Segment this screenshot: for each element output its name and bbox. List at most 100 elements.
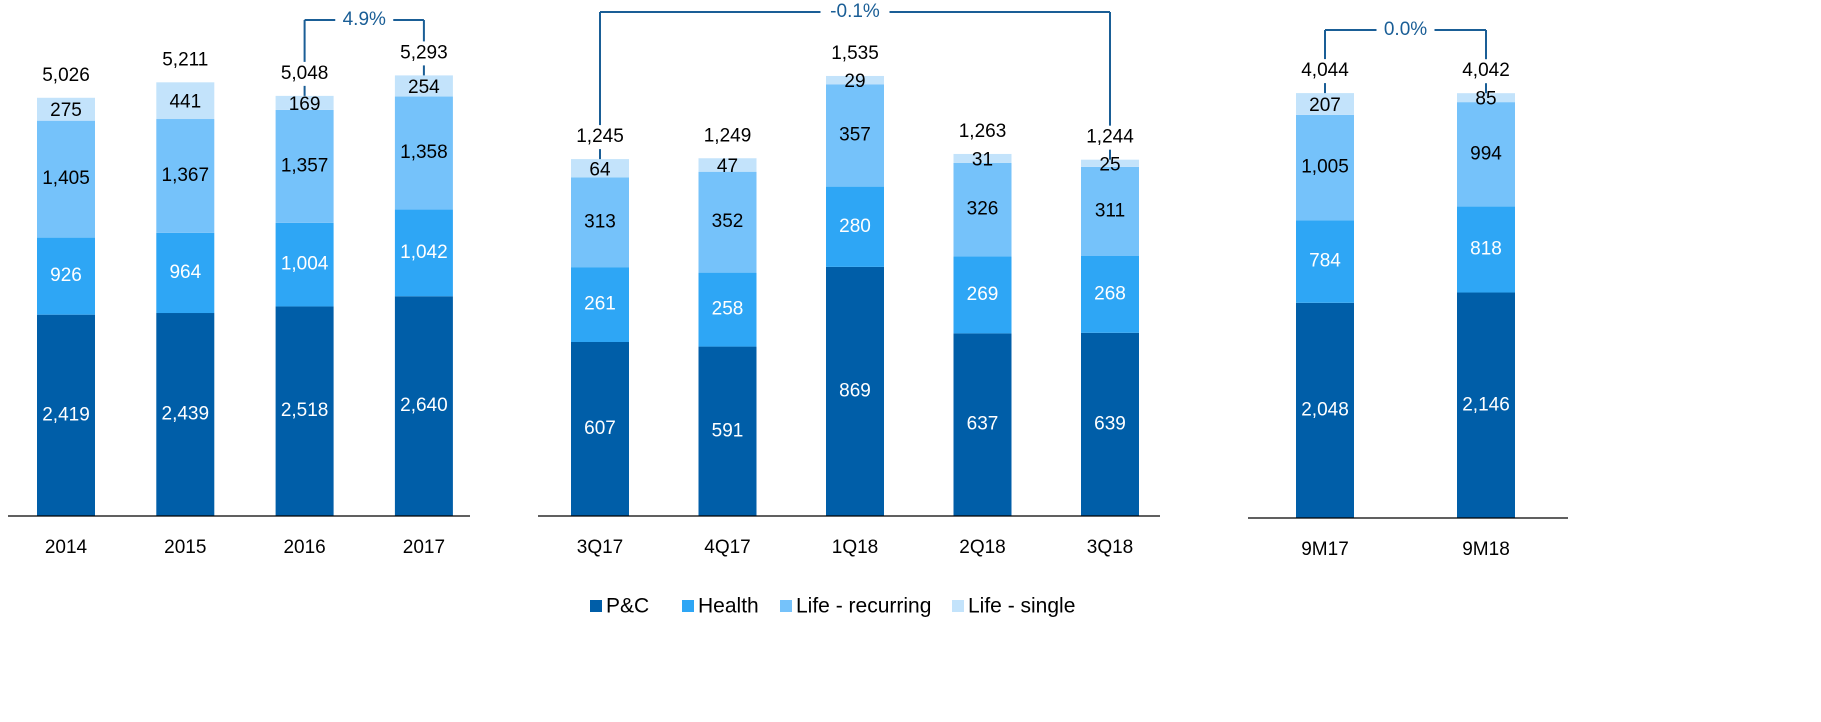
bar-segment bbox=[394, 296, 453, 516]
bar-segment bbox=[1081, 332, 1139, 516]
segment-label: 1,004 bbox=[281, 254, 329, 275]
x-tick-label: 4Q17 bbox=[704, 537, 750, 558]
x-tick-label: 2017 bbox=[403, 537, 445, 558]
bar-segment bbox=[953, 162, 1012, 257]
segment-label: 31 bbox=[972, 149, 993, 170]
segment-label: 637 bbox=[967, 414, 999, 435]
x-tick-label: 1Q18 bbox=[832, 537, 878, 558]
segment-label: 2,439 bbox=[162, 404, 210, 425]
bar-segment bbox=[698, 158, 757, 172]
total-label: 1,244 bbox=[1086, 127, 1134, 148]
growth-annotation: 4.9% bbox=[343, 9, 386, 30]
bar-segment bbox=[1081, 166, 1139, 256]
bar-segment bbox=[953, 153, 1012, 163]
segment-label: 994 bbox=[1470, 143, 1502, 164]
segment-label: 85 bbox=[1475, 89, 1496, 110]
bar-segment bbox=[37, 120, 95, 238]
total-label: 5,293 bbox=[400, 42, 448, 63]
segment-label: 964 bbox=[169, 262, 201, 283]
bar-segment bbox=[1457, 102, 1515, 207]
segment-label: 261 bbox=[584, 294, 616, 315]
bar-segment bbox=[826, 75, 884, 85]
bar-segment bbox=[156, 232, 215, 314]
total-label: 1,249 bbox=[704, 125, 752, 146]
segment-label: 2,640 bbox=[400, 395, 448, 416]
segment-label: 1,405 bbox=[42, 168, 90, 189]
bar-segment bbox=[826, 186, 884, 267]
bar-segment bbox=[156, 313, 215, 516]
segment-label: 207 bbox=[1309, 95, 1341, 116]
bar-segment bbox=[37, 97, 95, 121]
segment-label: 280 bbox=[839, 216, 871, 237]
x-tick-label: 3Q18 bbox=[1087, 537, 1133, 558]
segment-label: 352 bbox=[712, 211, 744, 232]
legend-swatch bbox=[780, 600, 792, 612]
bar-segment bbox=[698, 272, 757, 347]
x-tick-label: 9M17 bbox=[1301, 539, 1349, 560]
legend-swatch bbox=[590, 600, 602, 612]
segment-label: 268 bbox=[1094, 283, 1126, 304]
segment-label: 275 bbox=[50, 100, 82, 121]
bar-segment bbox=[571, 159, 629, 178]
bar-segment bbox=[698, 346, 757, 516]
bar-segment bbox=[394, 209, 453, 297]
segment-label: 926 bbox=[50, 265, 82, 286]
bar-segment bbox=[826, 84, 884, 187]
legend-label: P&C bbox=[606, 595, 649, 618]
bar-segment bbox=[37, 314, 95, 516]
segment-label: 169 bbox=[289, 94, 321, 115]
bar-segment bbox=[953, 256, 1012, 334]
bar-segment bbox=[275, 306, 334, 516]
bar-segment bbox=[1457, 93, 1515, 103]
total-label: 5,026 bbox=[42, 65, 90, 86]
bar-segment bbox=[37, 237, 95, 315]
segment-label: 29 bbox=[844, 71, 865, 92]
total-label: 1,263 bbox=[959, 121, 1007, 142]
segment-label: 254 bbox=[408, 77, 440, 98]
bar-segment bbox=[1296, 114, 1354, 221]
segment-label: 1,358 bbox=[400, 142, 448, 163]
bar-segment bbox=[275, 95, 334, 110]
segment-label: 47 bbox=[717, 156, 738, 177]
bar-segment bbox=[826, 266, 884, 516]
bar-segment bbox=[1457, 206, 1515, 293]
bar-segment bbox=[1081, 255, 1139, 333]
total-label: 5,211 bbox=[162, 49, 208, 70]
legend-swatch bbox=[952, 600, 964, 612]
x-tick-label: 2016 bbox=[283, 537, 325, 558]
segment-label: 258 bbox=[712, 299, 744, 320]
bar-segment bbox=[1081, 159, 1139, 167]
segment-label: 818 bbox=[1470, 239, 1502, 260]
bar-segment bbox=[394, 75, 453, 97]
x-tick-label: 2014 bbox=[45, 537, 88, 558]
bar-segment bbox=[1457, 292, 1515, 518]
bar-segment bbox=[571, 341, 629, 516]
bar-segment bbox=[1296, 220, 1354, 303]
segment-label: 326 bbox=[967, 199, 999, 220]
segment-label: 2,518 bbox=[281, 400, 329, 421]
bar-segment bbox=[156, 119, 215, 233]
total-label: 1,535 bbox=[831, 43, 879, 64]
segment-label: 311 bbox=[1095, 200, 1125, 221]
bar-segment bbox=[698, 171, 757, 273]
bar-segment bbox=[1296, 302, 1354, 518]
segment-label: 25 bbox=[1099, 154, 1120, 175]
segment-label: 64 bbox=[589, 159, 611, 180]
bar-segment bbox=[275, 109, 334, 223]
segment-label: 607 bbox=[584, 418, 616, 439]
total-label: 4,044 bbox=[1301, 60, 1349, 81]
bar-segment bbox=[571, 267, 629, 342]
x-tick-label: 9M18 bbox=[1462, 539, 1510, 560]
segment-label: 2,146 bbox=[1462, 394, 1510, 415]
legend-label: Life - single bbox=[968, 595, 1075, 618]
segment-label: 357 bbox=[839, 124, 871, 145]
x-tick-label: 3Q17 bbox=[577, 537, 623, 558]
segment-label: 1,005 bbox=[1301, 157, 1349, 178]
segment-label: 1,042 bbox=[400, 242, 448, 263]
segment-label: 2,419 bbox=[42, 404, 90, 425]
total-label: 5,048 bbox=[281, 63, 329, 84]
x-tick-label: 2015 bbox=[164, 537, 206, 558]
x-tick-label: 2Q18 bbox=[959, 537, 1005, 558]
bar-segment bbox=[953, 333, 1012, 516]
